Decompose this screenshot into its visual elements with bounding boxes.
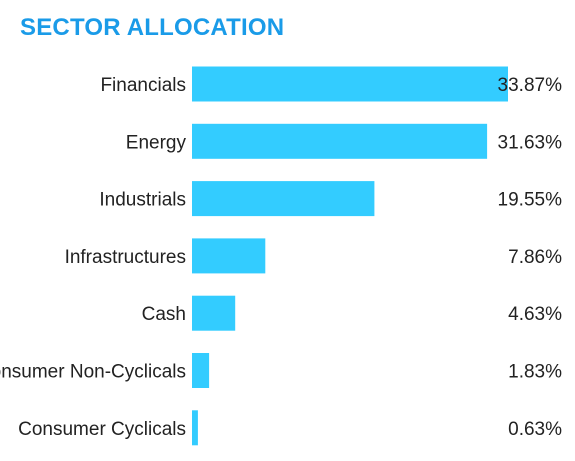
category-label: Infrastructures <box>65 247 186 268</box>
category-label: Cash <box>142 304 186 325</box>
bar-energy <box>192 123 488 159</box>
value-label: 0.63% <box>508 419 562 440</box>
category-label: Energy <box>126 132 187 153</box>
bar-infrastructures <box>192 238 266 274</box>
bar-consumer-cyclicals <box>192 410 198 446</box>
category-label: Industrials <box>99 190 186 211</box>
value-label: 19.55% <box>498 190 563 211</box>
category-label: Consumer Cyclicals <box>18 419 186 440</box>
value-labels-group: 33.87% 31.63% 19.55% 7.86% 4.63% 1.83% 0.63% <box>498 75 563 440</box>
value-label: 1.83% <box>508 362 562 383</box>
category-label: Consumer Non-Cyclicals <box>0 362 186 383</box>
category-labels-group: Financials Energy Industrials Infrastructur… <box>0 75 186 440</box>
bar-industrials <box>192 181 375 217</box>
category-label: Financials <box>100 75 186 96</box>
bar-financials <box>192 66 508 102</box>
bar-cash <box>192 295 236 331</box>
chart-title: SECTOR ALLOCATION <box>20 14 285 41</box>
value-label: 4.63% <box>508 304 562 325</box>
bars-group <box>192 66 508 446</box>
value-label: 31.63% <box>498 132 563 153</box>
bar-consumer-non-cyclicals <box>192 353 210 388</box>
value-label: 33.87% <box>498 75 563 96</box>
value-label: 7.86% <box>508 247 562 268</box>
